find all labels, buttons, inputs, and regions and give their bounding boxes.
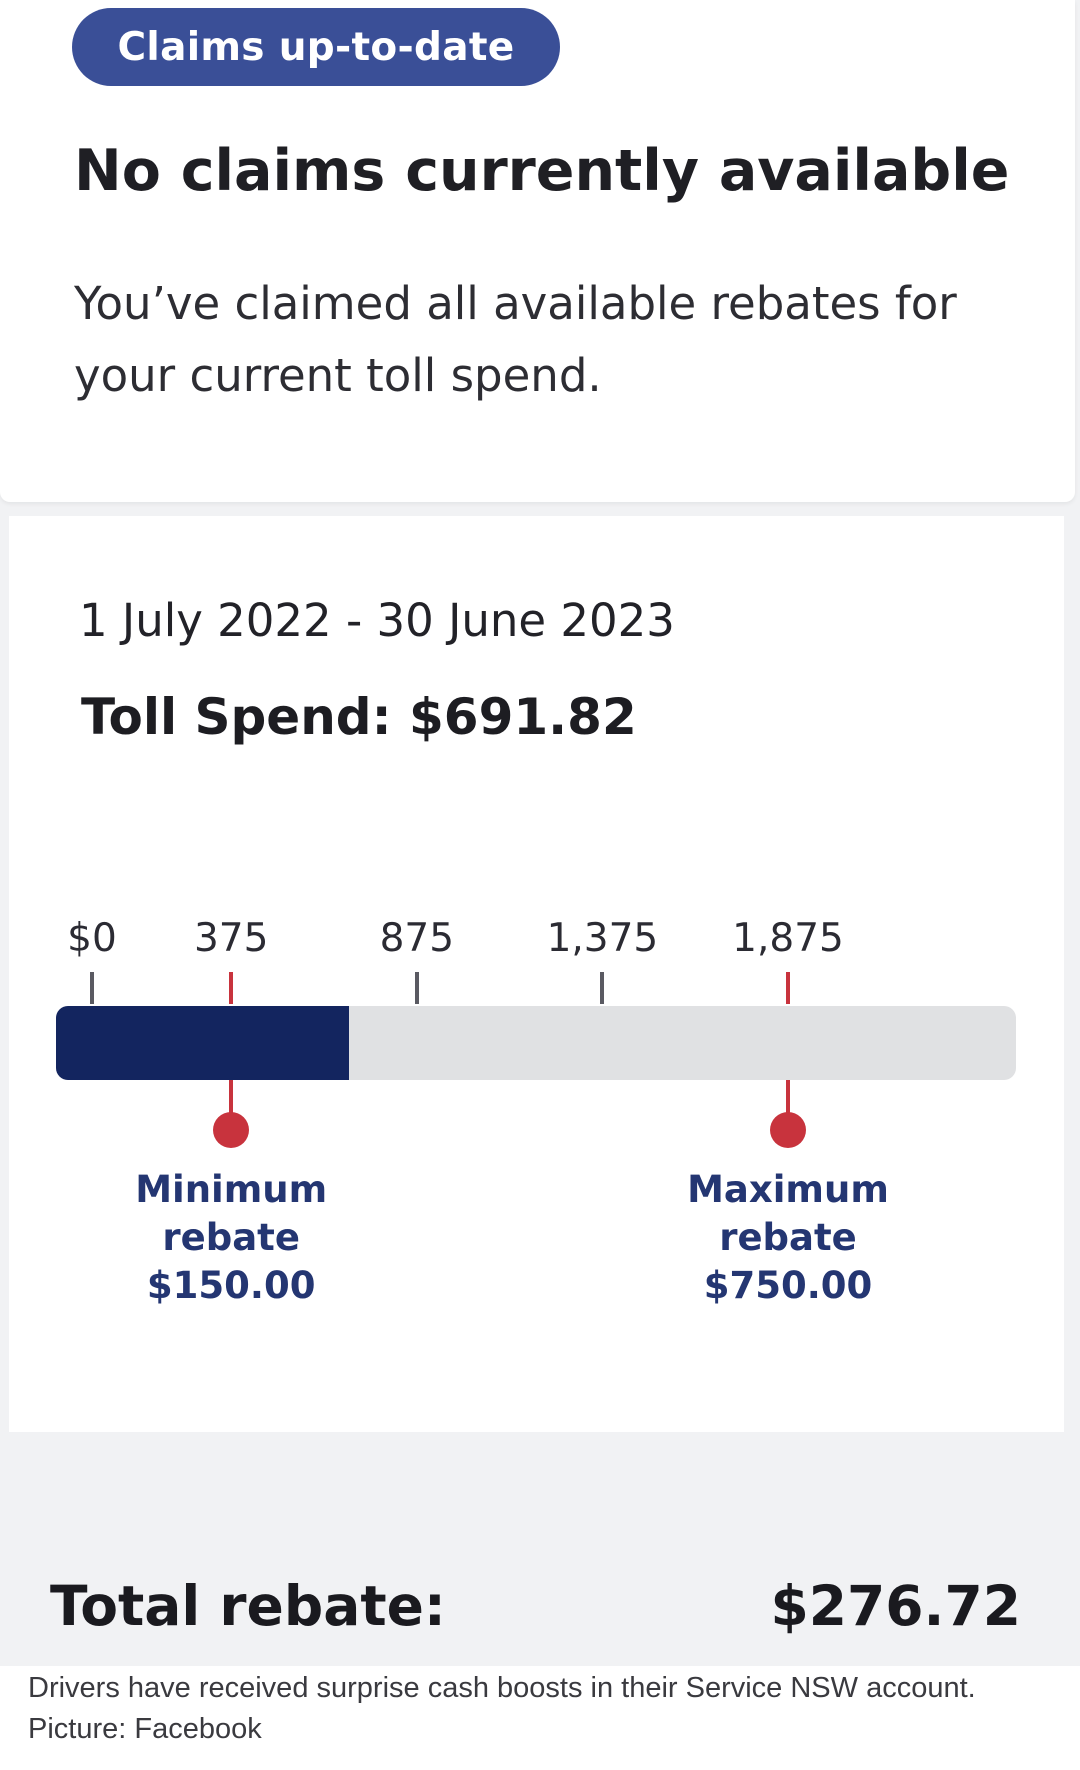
max-rebate-title: Maximum	[687, 1168, 889, 1211]
tick-label-3: 1,375	[546, 916, 659, 961]
min-rebate-label: Minimum rebate $150.00	[81, 1166, 381, 1310]
toll-spend: Toll Spend: $691.82	[81, 688, 637, 746]
page-title: No claims currently available	[74, 138, 1010, 204]
tick-mark-1	[229, 972, 234, 1004]
tick-label-2: 875	[379, 916, 455, 961]
progress-fill	[56, 1006, 349, 1080]
tick-mark-0	[90, 972, 94, 1004]
tick-label-1: 375	[193, 916, 269, 961]
min-rebate-marker-dot	[213, 1112, 250, 1148]
caption-credit: Picture: Facebook	[28, 1713, 262, 1745]
min-rebate-title: Minimum	[135, 1168, 328, 1211]
max-rebate-label: Maximum rebate $750.00	[638, 1166, 938, 1310]
min-rebate-marker-stem	[229, 1080, 234, 1122]
progress-track	[56, 1006, 1016, 1080]
tick-mark-2	[414, 972, 419, 1004]
total-rebate-value: $276.72	[770, 1574, 1021, 1638]
status-badge: Claims up-to-date	[72, 8, 560, 86]
tick-label-0: $0	[67, 916, 117, 961]
caption-text: Drivers have received surprise cash boos…	[28, 1672, 976, 1704]
max-rebate-subtitle: rebate	[719, 1216, 857, 1259]
rebate-scale: Minimum rebate $150.00 Maximum rebate $7…	[9, 516, 1064, 1432]
tick-label-4: 1,875	[732, 916, 844, 961]
period-range: 1 July 2022 - 30 June 2023	[79, 594, 675, 647]
min-rebate-subtitle: rebate	[162, 1216, 300, 1259]
claims-status-card: Claims up-to-date No claims currently av…	[0, 0, 1075, 502]
total-rebate-label: Total rebate:	[50, 1574, 446, 1638]
max-rebate-marker-stem	[786, 1080, 790, 1122]
min-rebate-amount: $150.00	[146, 1264, 316, 1307]
tick-mark-4	[786, 972, 790, 1004]
toll-spend-card: 1 July 2022 - 30 June 2023 Toll Spend: $…	[9, 516, 1064, 1432]
status-description: You’ve claimed all available rebates for…	[74, 277, 957, 402]
tick-mark-3	[600, 972, 605, 1004]
max-rebate-amount: $750.00	[703, 1264, 873, 1307]
max-rebate-marker-dot	[770, 1112, 806, 1148]
photo-caption: Drivers have received surprise cash boos…	[0, 1666, 1080, 1770]
